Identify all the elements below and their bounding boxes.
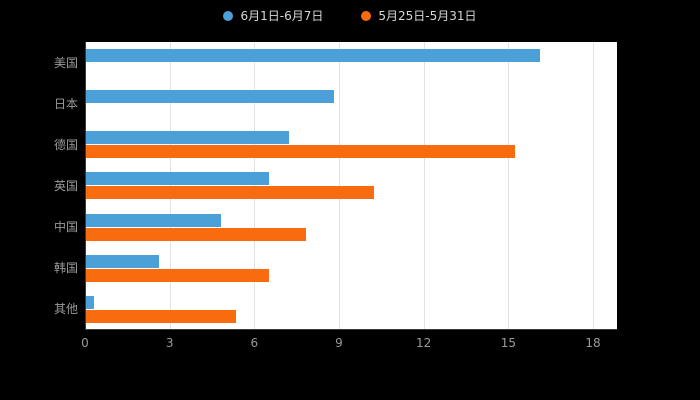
bar-series-2-其他 — [86, 309, 236, 323]
legend-label-series-1: 6月1日-6月7日 — [240, 9, 324, 23]
x-axis-tick-label: 12 — [416, 336, 432, 350]
bar-series-1-韩国 — [86, 254, 160, 268]
x-axis-tick-label: 15 — [500, 336, 516, 350]
y-axis-category-label: 中国 — [53, 220, 78, 235]
bar-series-2-英国 — [86, 186, 374, 200]
bar-series-2-韩国 — [86, 268, 270, 282]
legend-marker-series-1-icon — [223, 10, 234, 21]
legend-item-series-1[interactable]: 6月1日-6月7日 — [223, 7, 323, 24]
y-axis-category-label: 日本 — [53, 96, 78, 111]
legend-label-series-2: 5月25日-5月31日 — [378, 9, 477, 23]
y-axis-line — [85, 42, 86, 330]
bar-series-1-美国 — [86, 49, 541, 62]
legend-marker-series-2-icon — [361, 10, 372, 21]
x-axis-tick-label: 0 — [81, 336, 89, 350]
x-axis-line — [85, 329, 617, 330]
gridline — [423, 42, 425, 330]
bar-series-1-英国 — [86, 172, 270, 186]
bar-series-1-德国 — [86, 131, 290, 145]
y-axis-category-label: 其他 — [53, 302, 78, 317]
chart-legend: 6月1日-6月7日 5月25日-5月31日 — [0, 7, 700, 24]
y-axis-category-label: 英国 — [53, 179, 78, 193]
gridline — [254, 42, 256, 330]
x-axis-tick-label: 3 — [165, 336, 174, 350]
x-axis-tick-label: 6 — [250, 336, 259, 350]
gridline — [593, 42, 594, 330]
x-axis-tick-label: 18 — [585, 336, 601, 350]
gridline — [339, 42, 340, 330]
bar-series-2-中国 — [86, 227, 307, 241]
y-axis-category-label: 德国 — [53, 137, 78, 152]
bar-series-2-德国 — [86, 145, 515, 159]
bar-series-1-其他 — [86, 295, 95, 309]
bar-series-1-中国 — [86, 213, 222, 227]
gridline — [169, 42, 171, 330]
bar-series-1-日本 — [86, 90, 335, 104]
y-axis-category-label: 韩国 — [53, 261, 78, 276]
plot-area — [85, 42, 617, 330]
legend-item-series-2[interactable]: 5月25日-5月31日 — [361, 7, 477, 24]
y-axis-category-label: 美国 — [53, 55, 78, 70]
gridline — [508, 42, 510, 330]
x-axis-tick-label: 9 — [335, 336, 343, 350]
